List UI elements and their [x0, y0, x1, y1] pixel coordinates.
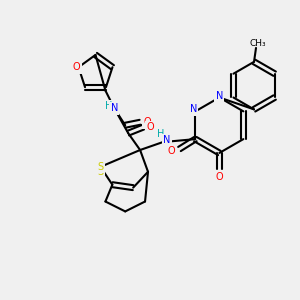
Text: H: H	[105, 101, 112, 111]
Text: O: O	[73, 62, 80, 72]
Text: S: S	[98, 167, 103, 177]
Text: O: O	[143, 117, 151, 127]
Text: CH₃: CH₃	[250, 40, 266, 49]
Text: N: N	[190, 104, 197, 114]
Text: S: S	[98, 162, 103, 172]
Text: H: H	[157, 129, 165, 139]
Text: N: N	[111, 103, 118, 113]
Text: N: N	[216, 91, 223, 100]
Text: O: O	[215, 172, 223, 182]
Text: N: N	[163, 135, 170, 145]
Text: O: O	[168, 146, 176, 156]
Text: O: O	[146, 122, 154, 132]
